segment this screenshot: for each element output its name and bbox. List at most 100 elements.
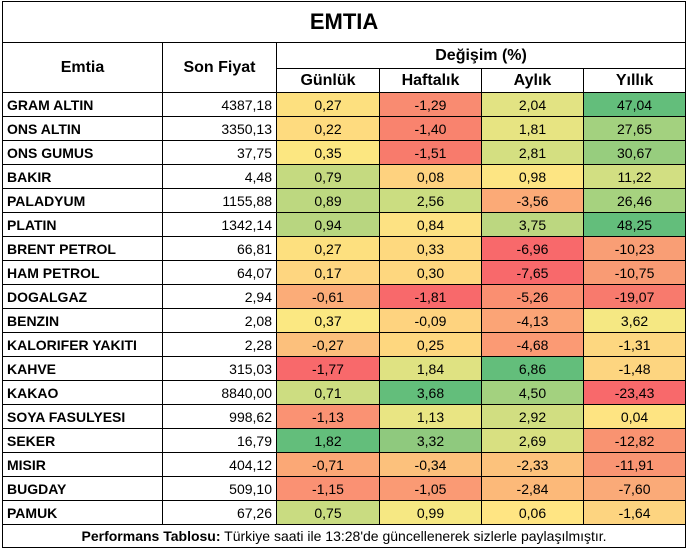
change-weekly: 0,33 [379,236,482,261]
table-row: KALORIFER YAKITI 2,28 -0,27 0,25 -4,68 -1,31 [2,332,687,357]
change-monthly: -4,68 [481,332,584,357]
header-change-group: Değişim (%) [275,42,687,69]
change-yearly: 48,25 [582,212,687,237]
last-price: 1342,14 [162,212,277,237]
change-weekly: 0,99 [379,500,482,525]
change-daily: -0,71 [276,452,380,477]
change-weekly: -0,09 [379,308,482,333]
change-yearly: -1,64 [582,500,687,525]
change-daily: -1,77 [276,356,380,381]
change-weekly: 0,25 [379,332,482,357]
table-row: PALADYUM 1155,88 0,89 2,56 -3,56 26,46 [2,188,687,213]
change-daily: 0,22 [276,116,380,141]
commodity-name: KAKAO [2,380,163,405]
header-commodity: Emtia [2,42,163,93]
change-daily: 0,79 [276,164,380,189]
table-title: EMTIA [1,1,687,43]
footer-label: Performans Tablosu: [81,528,221,544]
change-daily: 0,94 [276,212,380,237]
commodity-name: BENZIN [2,308,163,333]
last-price: 16,79 [162,428,277,453]
change-weekly: 3,32 [379,428,482,453]
change-monthly: 0,98 [481,164,584,189]
last-price: 66,81 [162,236,277,261]
table-footer: Performans Tablosu: Türkiye saati ile 13… [1,524,687,548]
change-daily: -0,61 [276,284,380,309]
table-row: KAKAO 8840,00 0,71 3,68 4,50 -23,43 [2,380,687,405]
change-daily: -1,15 [276,476,380,501]
commodity-name: PLATIN [2,212,163,237]
last-price: 4,48 [162,164,277,189]
last-price: 37,75 [162,140,277,165]
header-monthly: Aylık [481,68,584,93]
commodity-name: DOGALGAZ [2,284,163,309]
last-price: 3350,13 [162,116,277,141]
header-weekly: Haftalık [379,68,482,93]
change-daily: 0,17 [276,260,380,285]
header-last-price: Son Fiyat [162,42,277,93]
change-monthly: 2,92 [481,404,584,429]
commodity-name: SEKER [2,428,163,453]
change-monthly: -2,84 [481,476,584,501]
table-row: SOYA FASULYESI 998,62 -1,13 1,13 2,92 0,04 [2,404,687,429]
commodity-name: PAMUK [2,500,163,525]
change-monthly: 3,75 [481,212,584,237]
change-daily: 1,82 [276,428,380,453]
change-weekly: 1,13 [379,404,482,429]
change-daily: 0,27 [276,236,380,261]
change-monthly: 2,81 [481,140,584,165]
last-price: 2,94 [162,284,277,309]
change-yearly: -1,31 [582,332,687,357]
table-row: MISIR 404,12 -0,71 -0,34 -2,33 -11,91 [2,452,687,477]
change-monthly: 4,50 [481,380,584,405]
last-price: 8840,00 [162,380,277,405]
table-row: BENZIN 2,08 0,37 -0,09 -4,13 3,62 [2,308,687,333]
change-daily: 0,35 [276,140,380,165]
table-row: BAKIR 4,48 0,79 0,08 0,98 11,22 [2,164,687,189]
last-price: 404,12 [162,452,277,477]
table-row: PLATIN 1342,14 0,94 0,84 3,75 48,25 [2,212,687,237]
change-yearly: -11,91 [582,452,687,477]
change-daily: -0,27 [276,332,380,357]
change-monthly: -7,65 [481,260,584,285]
change-weekly: 0,08 [379,164,482,189]
commodity-name: ONS GUMUS [2,140,163,165]
change-monthly: -4,13 [481,308,584,333]
table-row: ONS GUMUS 37,75 0,35 -1,51 2,81 30,67 [2,140,687,165]
commodity-name: KAHVE [2,356,163,381]
change-weekly: 0,84 [379,212,482,237]
change-monthly: 1,81 [481,116,584,141]
change-yearly: -10,75 [582,260,687,285]
change-daily: 0,71 [276,380,380,405]
change-daily: 0,89 [276,188,380,213]
commodity-name: SOYA FASULYESI [2,404,163,429]
change-yearly: 11,22 [582,164,687,189]
table-row: HAM PETROL 64,07 0,17 0,30 -7,65 -10,75 [2,260,687,285]
change-weekly: -1,81 [379,284,482,309]
change-daily: 0,75 [276,500,380,525]
last-price: 509,10 [162,476,277,501]
change-monthly: 0,06 [481,500,584,525]
commodity-name: BRENT PETROL [2,236,163,261]
table-row: ONS ALTIN 3350,13 0,22 -1,40 1,81 27,65 [2,116,687,141]
change-daily: -1,13 [276,404,380,429]
change-monthly: -2,33 [481,452,584,477]
table-row: SEKER 16,79 1,82 3,32 2,69 -12,82 [2,428,687,453]
change-monthly: -5,26 [481,284,584,309]
commodity-name: MISIR [2,452,163,477]
change-yearly: 0,04 [582,404,687,429]
change-weekly: -1,05 [379,476,482,501]
commodity-name: HAM PETROL [2,260,163,285]
change-monthly: 2,04 [481,92,584,117]
change-yearly: -1,48 [582,356,687,381]
last-price: 67,26 [162,500,277,525]
last-price: 998,62 [162,404,277,429]
change-monthly: -3,56 [481,188,584,213]
commodity-name: GRAM ALTIN [2,92,163,117]
change-yearly: -19,07 [582,284,687,309]
last-price: 315,03 [162,356,277,381]
change-weekly: 0,30 [379,260,482,285]
change-yearly: 3,62 [582,308,687,333]
change-yearly: -10,23 [582,236,687,261]
